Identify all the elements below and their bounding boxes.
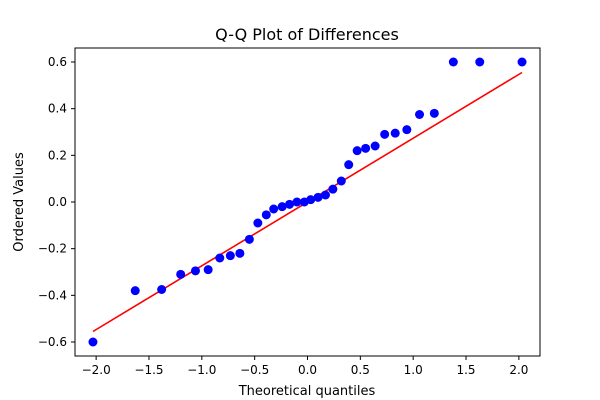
x-tick-label: −0.5	[240, 363, 269, 377]
data-point	[190, 266, 200, 276]
data-point	[517, 57, 527, 67]
x-tick-label: 2.0	[509, 363, 528, 377]
data-point	[475, 57, 485, 67]
chart-title: Q-Q Plot of Differences	[215, 25, 399, 44]
y-tick-label: 0.2	[48, 148, 67, 162]
x-tick-label: 0.0	[298, 363, 317, 377]
data-point	[157, 285, 167, 294]
x-axis-label: Theoretical quantiles	[238, 384, 376, 399]
data-point	[292, 197, 302, 207]
data-point	[215, 253, 225, 263]
y-tick-label: 0.4	[48, 102, 67, 116]
data-point	[448, 57, 458, 67]
data-point	[320, 190, 330, 200]
y-tick-label: 0.0	[48, 195, 67, 209]
data-point	[225, 251, 235, 261]
data-point	[390, 128, 400, 138]
data-point	[380, 129, 390, 139]
data-point	[269, 204, 279, 214]
data-point	[306, 195, 316, 205]
data-point	[313, 192, 323, 202]
x-tick-label: −1.0	[187, 363, 216, 377]
y-tick-label: −0.2	[38, 242, 67, 256]
data-point	[176, 269, 186, 279]
x-tick-label: −2.0	[82, 363, 111, 377]
data-point	[261, 210, 271, 220]
data-point	[130, 286, 140, 296]
y-tick-label: −0.4	[38, 288, 67, 302]
data-point	[361, 143, 371, 153]
data-point	[88, 337, 98, 347]
y-tick-label: 0.6	[48, 55, 67, 69]
data-point	[336, 176, 346, 186]
data-point	[352, 146, 362, 156]
data-point	[285, 199, 295, 209]
data-point	[253, 218, 263, 228]
y-tick-label: −0.6	[38, 335, 67, 349]
y-axis-ticks: −0.6 −0.4 −0.2 0.0 0.2 0.4 0.6	[38, 55, 75, 349]
data-point	[328, 184, 338, 194]
x-tick-label: 1.0	[404, 363, 423, 377]
data-point	[244, 234, 254, 244]
data-point	[203, 265, 213, 275]
data-points-layer	[88, 57, 527, 347]
x-axis-ticks: −2.0 −1.5 −1.0 −0.5 0.0 0.5 1.0 1.5 2.0	[82, 356, 528, 377]
data-point	[344, 160, 354, 170]
x-tick-label: 0.5	[351, 363, 370, 377]
data-point	[277, 202, 287, 212]
y-axis-label: Ordered Values	[12, 152, 27, 252]
x-tick-label: 1.5	[456, 363, 475, 377]
data-point	[370, 141, 380, 151]
data-point	[429, 108, 439, 118]
x-tick-label: −1.5	[134, 363, 163, 377]
data-point	[402, 125, 412, 135]
data-point	[235, 248, 245, 258]
data-point	[415, 110, 425, 119]
